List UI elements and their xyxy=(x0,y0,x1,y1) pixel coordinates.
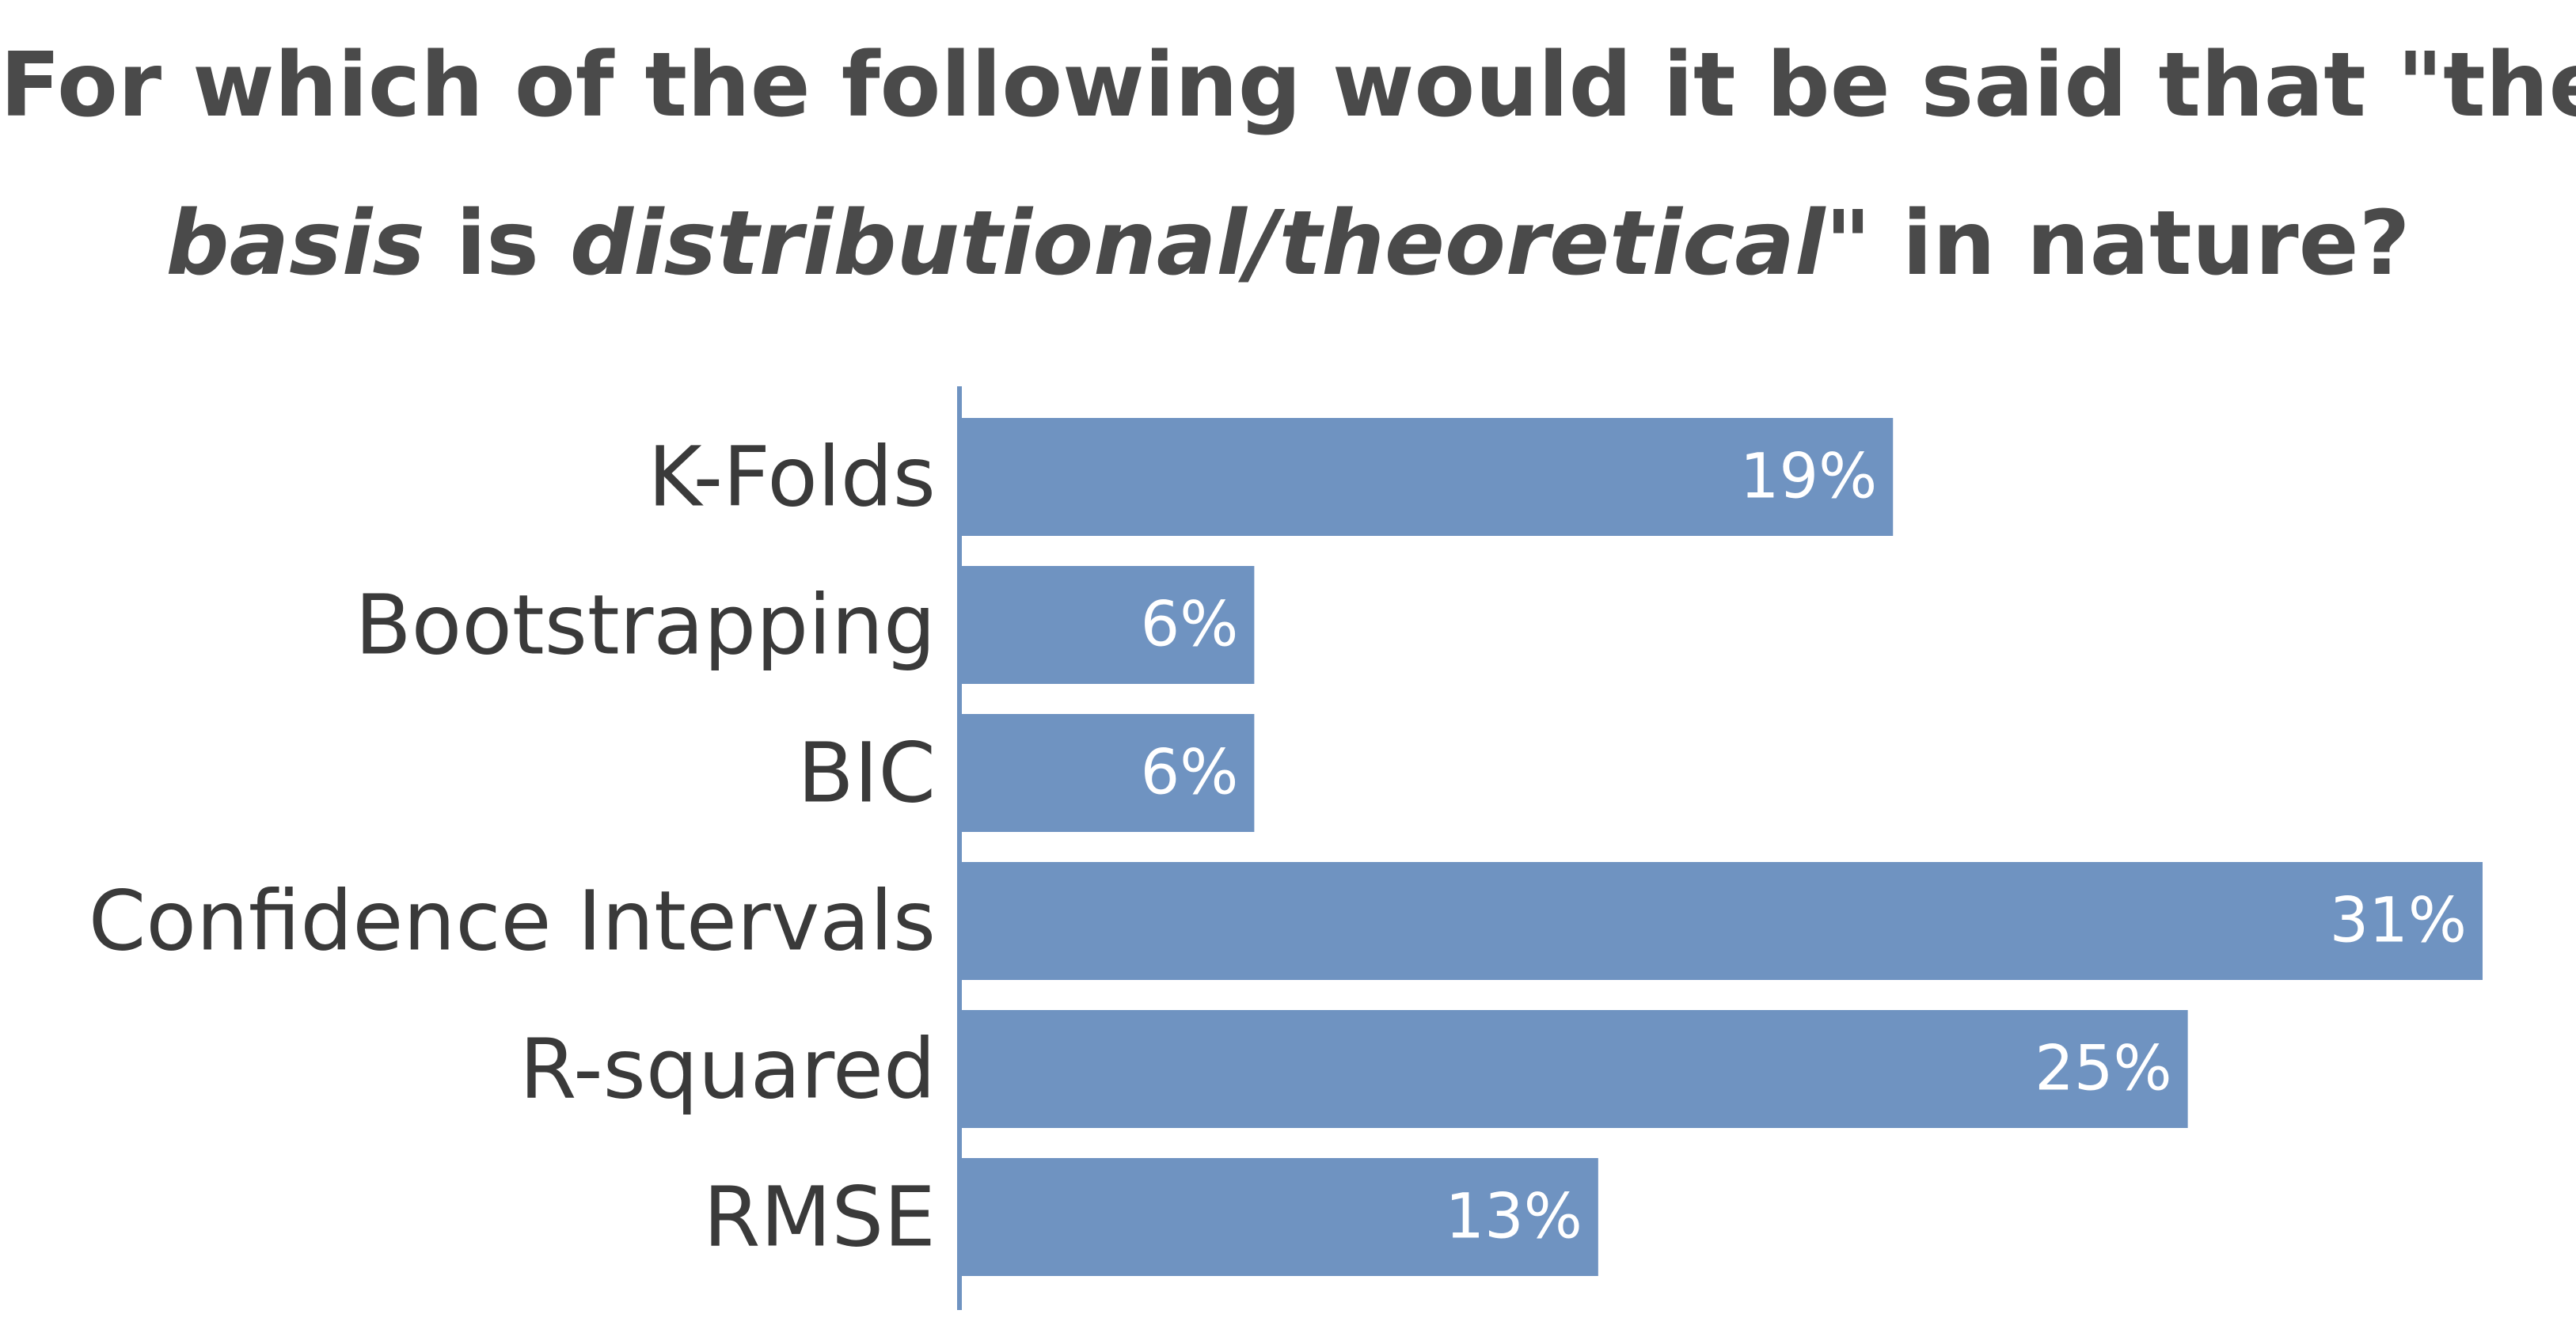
category-label-k-folds: K-Folds xyxy=(648,429,936,526)
category-label-rmse: RMSE xyxy=(703,1169,936,1266)
category-label-bootstrapping: Bootstrapping xyxy=(355,577,936,674)
title-basis: basis xyxy=(165,192,425,295)
value-label-rmse: 13% xyxy=(1445,1182,1582,1253)
bar-r-squared xyxy=(959,1010,2188,1128)
category-label-confidence-intervals: Confidence Intervals xyxy=(89,873,936,970)
category-label-bic: BIC xyxy=(797,725,936,822)
title-is: is xyxy=(424,192,570,295)
bar-k-folds xyxy=(959,418,1894,536)
bars-group xyxy=(959,418,2483,1276)
bar-rmse xyxy=(959,1158,1598,1276)
chart-title: For which of the following would it be s… xyxy=(0,6,2576,323)
bar-bic xyxy=(959,714,1255,832)
chart-title-line-1: For which of the following would it be s… xyxy=(0,34,2576,137)
title-in-nature: " in nature? xyxy=(1825,192,2411,295)
value-label-k-folds: 19% xyxy=(1740,442,1877,513)
value-labels-group: 19% 6% 6% 31% 25% 13% xyxy=(1141,442,2467,1253)
value-label-bootstrapping: 6% xyxy=(1141,590,1239,661)
value-label-confidence-intervals: 31% xyxy=(2330,886,2467,957)
category-labels-group: K-Folds Bootstrapping BIC Confidence Interv… xyxy=(89,429,936,1266)
bar-bootstrapping xyxy=(959,566,1255,684)
bar-confidence-intervals xyxy=(959,862,2483,980)
value-label-bic: 6% xyxy=(1141,738,1239,809)
title-distributional: distributional/theoretical xyxy=(569,192,1826,295)
chart-title-line-2: basis is distributional/theoretical" in … xyxy=(0,165,2576,323)
value-label-r-squared: 25% xyxy=(2035,1034,2171,1105)
category-label-r-squared: R-squared xyxy=(519,1021,936,1118)
